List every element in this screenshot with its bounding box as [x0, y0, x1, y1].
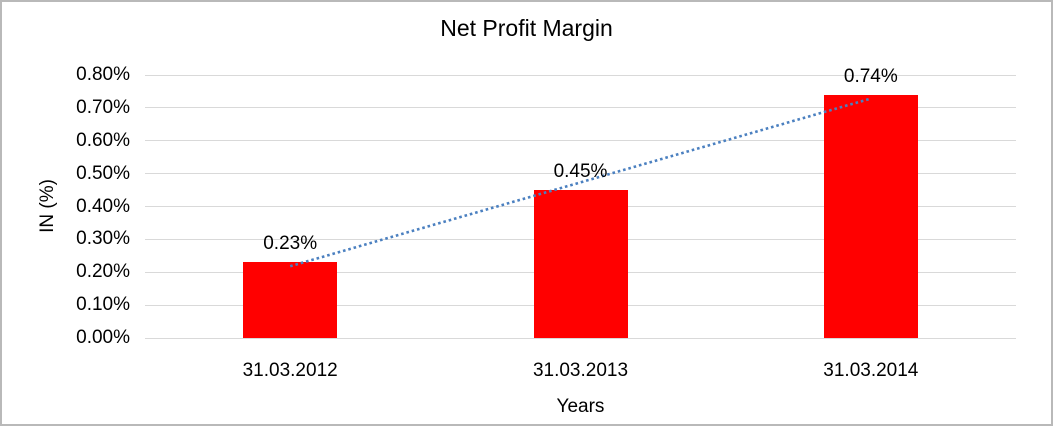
bar — [243, 262, 338, 338]
gridline — [145, 74, 1016, 76]
chart-title: Net Profit Margin — [440, 15, 613, 41]
gridline — [145, 107, 1016, 109]
y-axis-tick-label: 0.50% — [76, 162, 130, 184]
bar-value-label: 0.23% — [263, 233, 318, 255]
bar — [533, 190, 628, 338]
y-axis-tick-label: 0.10% — [76, 294, 130, 316]
gridline — [145, 140, 1016, 142]
y-axis-tick-label: 0.60% — [76, 129, 130, 151]
y-axis-tick-label: 0.80% — [76, 64, 130, 85]
bar — [823, 94, 918, 338]
trendline-dots — [289, 97, 872, 268]
x-axis-tick-label: 31.03.2012 — [242, 360, 338, 381]
x-axis-tick-label: 31.03.2014 — [823, 360, 919, 381]
y-axis-tick-label: 0.30% — [76, 228, 130, 250]
x-axis-title: Years — [556, 396, 605, 417]
x-axis-tick-label: 31.03.2013 — [532, 360, 629, 381]
plot-area — [145, 74, 1016, 339]
y-axis-tick-label: 0.70% — [76, 96, 130, 118]
y-axis-tick-label: 0.00% — [76, 327, 130, 348]
bar-value-label: 0.45% — [553, 161, 608, 183]
y-axis-tick-label: 0.40% — [76, 195, 130, 217]
y-axis-tick-label: 0.20% — [76, 261, 130, 283]
gridline — [145, 173, 1016, 175]
trendline — [289, 97, 872, 268]
bar-value-label: 0.74% — [843, 65, 898, 87]
gridline — [145, 337, 1016, 339]
